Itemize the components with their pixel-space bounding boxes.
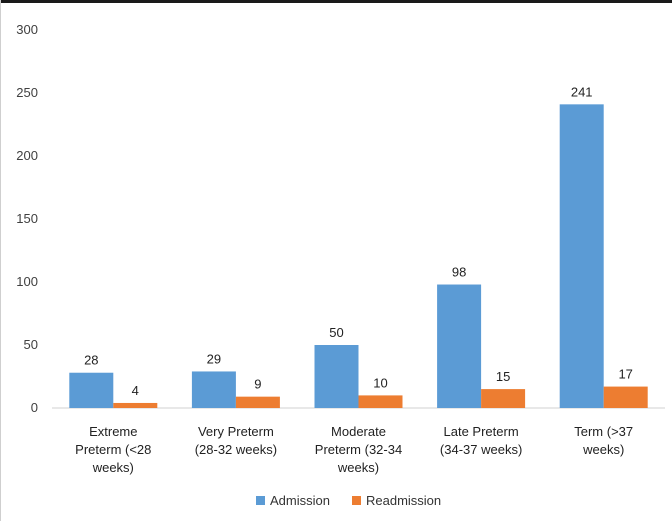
legend-label: Readmission (366, 493, 441, 508)
y-tick-label: 200 (16, 148, 38, 163)
category-label: Moderate (331, 424, 386, 439)
bar-readmission (113, 402, 158, 408)
category-labels: Extreme Preterm (<28 weeks) Very Preterm (28… (75, 424, 633, 475)
bar-readmission (358, 395, 403, 408)
data-label: 29 (207, 351, 221, 366)
category-label: Term (>37 (574, 424, 633, 439)
bar-admission (314, 345, 359, 408)
y-axis-ticks: 0 50 100 150 200 250 300 (16, 22, 38, 415)
y-tick-label: 50 (24, 337, 38, 352)
category-label: weeks) (337, 460, 379, 475)
category-label: (28-32 weeks) (195, 442, 277, 457)
category-label: weeks) (582, 442, 624, 457)
data-label: 28 (84, 353, 98, 368)
legend-label: Admission (270, 493, 330, 508)
category-label: (34-37 weeks) (440, 442, 522, 457)
bar-group (69, 104, 648, 408)
top-border (0, 0, 672, 3)
y-tick-label: 300 (16, 22, 38, 37)
left-border (0, 0, 1, 521)
bar-readmission (603, 386, 648, 408)
y-tick-label: 150 (16, 211, 38, 226)
data-labels: 28 4 29 9 50 10 98 15 241 17 (84, 84, 633, 398)
data-label: 17 (618, 367, 632, 382)
category-label: Late Preterm (444, 424, 519, 439)
data-label: 50 (329, 325, 343, 340)
data-label: 9 (254, 377, 261, 392)
legend-swatch (352, 496, 361, 505)
data-label: 10 (373, 375, 387, 390)
y-tick-label: 250 (16, 85, 38, 100)
legend: Admission Readmission (256, 493, 441, 508)
bar-admission (559, 104, 604, 408)
category-label: Extreme (89, 424, 137, 439)
category-label: Very Preterm (198, 424, 274, 439)
data-label: 98 (452, 265, 466, 280)
bar-admission (437, 284, 482, 408)
y-tick-label: 0 (31, 400, 38, 415)
bar-readmission (481, 389, 526, 408)
bar-readmission (235, 396, 280, 408)
data-label: 4 (132, 383, 139, 398)
data-label: 15 (496, 369, 510, 384)
category-label: Preterm (<28 (75, 442, 151, 457)
legend-swatch (256, 496, 265, 505)
category-label: weeks) (92, 460, 134, 475)
bar-admission (191, 371, 236, 408)
bar-admission (69, 372, 114, 408)
y-tick-label: 100 (16, 274, 38, 289)
data-label: 241 (571, 84, 593, 99)
category-label: Preterm (32-34 (315, 442, 402, 457)
